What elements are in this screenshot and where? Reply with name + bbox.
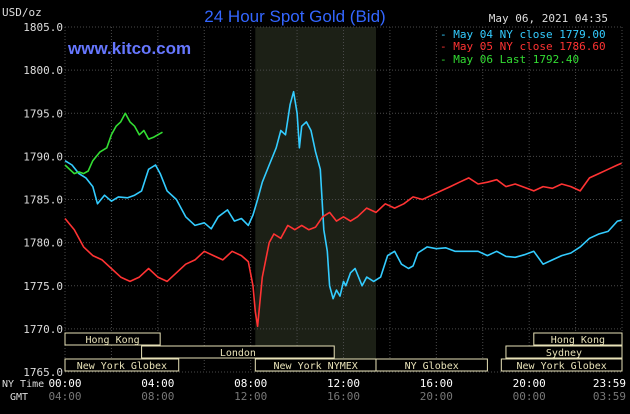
- y-tick-label: 1800.0: [23, 64, 63, 77]
- y-tick-label: 1785.0: [23, 194, 63, 207]
- session-box: [375, 358, 488, 372]
- x-tick-gmt: 12:00: [234, 390, 267, 403]
- session-box: [505, 345, 623, 359]
- x-tick-gmt: 08:00: [141, 390, 174, 403]
- nymex-shaded-region: [255, 27, 376, 372]
- unit-label: USD/oz: [2, 6, 42, 19]
- session-box: [500, 358, 623, 372]
- session-box: [64, 358, 180, 372]
- x-tick-ny: 08:00: [234, 377, 267, 390]
- y-tick-label: 1770.0: [23, 323, 63, 336]
- x-tick-ny: 00:00: [48, 377, 81, 390]
- gmt-axis-label: GMT: [10, 392, 28, 403]
- session-box: [64, 332, 161, 346]
- y-tick-label: 1805.0: [23, 21, 63, 34]
- session-box: [141, 345, 335, 359]
- y-tick-label: 1795.0: [23, 107, 63, 120]
- session-label: London: [220, 348, 256, 359]
- x-tick-gmt: 20:00: [420, 390, 453, 403]
- session-label: Hong Kong: [551, 335, 605, 346]
- date-label: May 06, 2021 04:35: [489, 12, 608, 25]
- x-tick-ny: 20:00: [513, 377, 546, 390]
- x-tick-ny: 04:00: [141, 377, 174, 390]
- x-tick-ny: 12:00: [327, 377, 360, 390]
- ny-time-axis-label: NY Time: [2, 379, 44, 390]
- x-tick-gmt: 16:00: [327, 390, 360, 403]
- session-label: Sydney: [546, 348, 582, 359]
- series-line-2: [64, 112, 163, 175]
- x-tick-ny: 23:59: [593, 377, 626, 390]
- legend-item-may06: - May 06 Last 1792.40: [440, 53, 579, 66]
- y-tick-label: 1775.0: [23, 280, 63, 293]
- y-tick-label: 1790.0: [23, 150, 63, 163]
- watermark: www.kitco.com: [67, 39, 191, 58]
- x-tick-gmt: 03:59: [593, 390, 626, 403]
- session-label: New York NYMEX: [274, 361, 358, 372]
- session-label: New York Globex: [77, 361, 167, 372]
- x-tick-ny: 16:00: [420, 377, 453, 390]
- x-tick-gmt: 00:00: [513, 390, 546, 403]
- legend-item-may04: - May 04 NY close 1779.00: [440, 28, 606, 41]
- y-tick-label: 1765.0: [23, 366, 63, 379]
- legend-item-may05: - May 05 NY close 1786.60: [440, 40, 606, 53]
- series-line-0: [64, 90, 622, 300]
- session-box: [533, 332, 623, 346]
- session-label: Hong Kong: [85, 335, 139, 346]
- chart-title: 24 Hour Spot Gold (Bid): [204, 7, 385, 26]
- x-tick-gmt: 04:00: [48, 390, 81, 403]
- session-label: NY Globex: [405, 361, 459, 372]
- series-line-1: [64, 162, 622, 328]
- session-label: New York Globex: [517, 361, 607, 372]
- legend: - May 04 NY close 1779.00 - May 05 NY cl…: [440, 28, 606, 66]
- y-tick-label: 1780.0: [23, 237, 63, 250]
